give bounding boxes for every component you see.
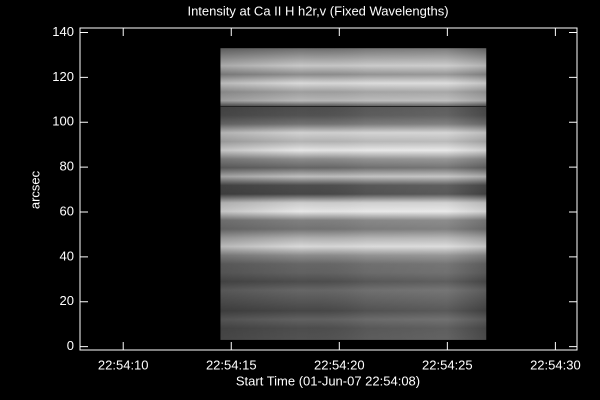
y-tick-label: 120	[52, 69, 74, 84]
x-tick-label: 22:54:25	[422, 357, 473, 372]
x-axis-label: Start Time (01-Jun-07 22:54:08)	[236, 373, 420, 388]
y-tick-label: 20	[60, 293, 74, 308]
y-axis-label: arcsec	[27, 170, 42, 209]
x-tick-label: 22:54:10	[98, 357, 149, 372]
x-tick-label: 22:54:30	[530, 357, 581, 372]
image-shade	[220, 48, 487, 340]
y-tick-label: 40	[60, 248, 74, 263]
plot-frame	[79, 27, 578, 351]
y-tick-label: 80	[60, 159, 74, 174]
x-tick-label: 22:54:15	[206, 357, 257, 372]
x-tick-label: 22:54:20	[314, 357, 365, 372]
y-tick-label: 140	[52, 24, 74, 39]
y-tick-label: 0	[67, 338, 74, 353]
y-tick-label: 100	[52, 114, 74, 129]
chart-title: Intensity at Ca II H h2r,v (Fixed Wavele…	[187, 3, 448, 18]
y-tick-label: 60	[60, 203, 74, 218]
